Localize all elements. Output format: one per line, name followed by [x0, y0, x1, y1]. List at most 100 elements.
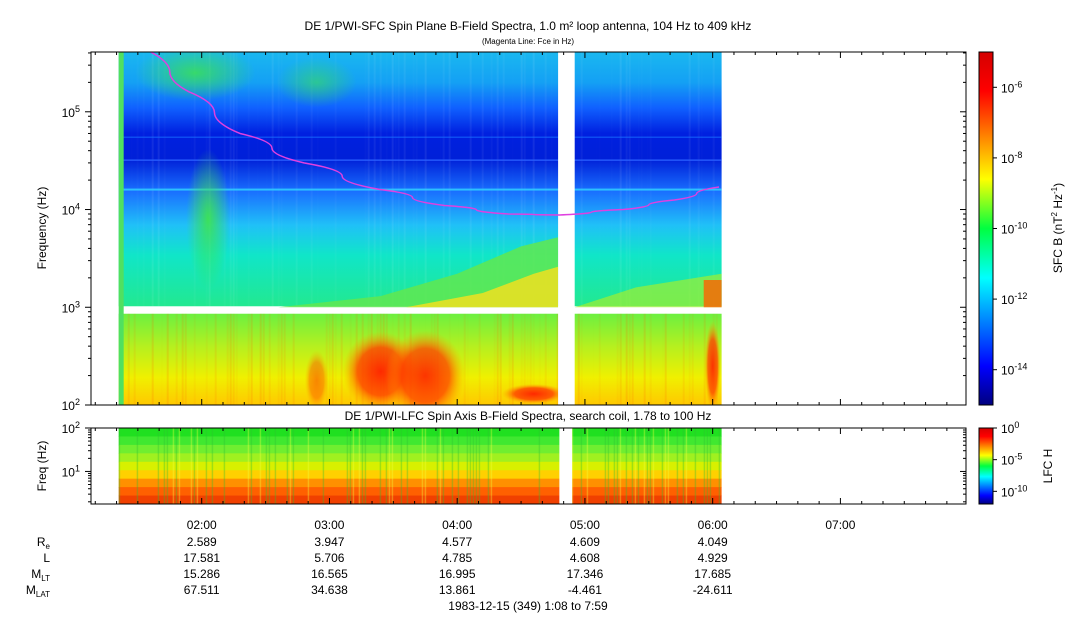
lfc-band	[118, 453, 722, 463]
lfc-texture-strip	[490, 428, 493, 504]
lfc-texture-strip	[676, 428, 679, 504]
sfc-texture-strip	[469, 52, 472, 307]
fce-magenta-line	[150, 52, 720, 216]
sfc-texture-strip	[143, 52, 145, 306]
lfc-texture-strip	[604, 428, 607, 504]
sfc-texture-strip	[493, 313, 496, 405]
lfc-texture-strip	[643, 428, 646, 504]
colorbar-tick-label: 10-12	[1001, 291, 1027, 307]
lfc-band	[118, 470, 722, 480]
lfc-texture-strip	[163, 428, 166, 504]
sfc-texture-strip	[628, 52, 631, 307]
sfc-texture-strip	[226, 313, 229, 405]
sfc-texture-strip	[379, 52, 382, 307]
time-tick-label: 04:00	[442, 518, 472, 532]
lfc-texture-strip	[385, 428, 388, 504]
sfc-texture-strip	[649, 313, 652, 405]
lfc-colorbar: 100 10-5 10-10 LFC H	[978, 420, 1055, 505]
sfc-texture-strip	[647, 52, 649, 306]
lfc-texture-strip	[193, 428, 196, 504]
lfc-band	[118, 495, 722, 504]
sfc-texture-strip	[395, 52, 397, 306]
sfc-title: DE 1/PWI-SFC Spin Plane B-Field Spectra,…	[305, 19, 752, 33]
time-tick-label: 05:00	[570, 518, 600, 532]
ephemeris-value: 5.706	[314, 551, 344, 565]
sfc-texture-strip	[125, 314, 127, 405]
sfc-texture-strip	[181, 313, 184, 405]
ephemeris-value: 15.286	[183, 567, 220, 581]
lfc-frame	[90, 427, 967, 505]
ephemeris-value: 13.861	[439, 583, 476, 597]
sfc-texture-strip	[247, 313, 250, 405]
sfc-texture-strip	[508, 313, 511, 405]
sfc-green-burst	[276, 57, 357, 108]
sfc-texture-strip	[229, 313, 232, 405]
sfc-y-axis: 102 103 104 105	[62, 52, 966, 413]
lfc-texture-strip	[274, 428, 277, 504]
sfc-texture-strip	[520, 313, 523, 405]
lfc-frequency-bands	[118, 428, 722, 504]
sfc-green-burst	[186, 148, 231, 289]
lfc-texture-strip	[136, 428, 139, 504]
lfc-ylabel: Freq (Hz)	[35, 441, 49, 492]
lfc-texture-strip	[157, 428, 160, 504]
sfc-texture-strip	[625, 52, 628, 307]
sfc-hot-spot	[703, 280, 722, 308]
lfc-band	[118, 487, 722, 497]
sfc-texture	[118, 52, 722, 405]
lfc-texture-strip	[223, 428, 226, 504]
time-tick-label: 03:00	[314, 518, 344, 532]
sfc-spectrogram	[118, 52, 722, 405]
ephemeris-value: 16.995	[439, 567, 476, 581]
lfc-texture-strip	[682, 428, 685, 504]
lfc-texture-strip	[259, 428, 262, 504]
ephemeris-value: 17.581	[183, 551, 220, 565]
sfc-texture-strip	[544, 313, 547, 405]
sfc-colorbar-gradient	[978, 51, 994, 406]
lfc-texture-strip	[352, 428, 355, 504]
sfc-texture-strip	[619, 313, 622, 405]
lfc-texture-strip	[349, 428, 352, 504]
sfc-texture-strip	[701, 52, 703, 306]
sfc-texture-strip	[271, 52, 274, 307]
sfc-interference-line	[118, 136, 722, 138]
sfc-texture-strip	[664, 313, 667, 405]
sfc-data-gap	[558, 52, 575, 405]
lfc-texture-strip	[487, 428, 490, 504]
ephemeris-row-label: MLT	[31, 567, 50, 583]
sfc-texture-strip	[373, 52, 376, 307]
ephemeris-row-label: Re	[37, 535, 51, 551]
sfc-rising-emission	[278, 237, 559, 308]
sfc-texture-strip	[496, 313, 499, 405]
sfc-texture-strip	[166, 313, 169, 405]
lfc-texture-strip	[247, 428, 250, 504]
sfc-texture-strip	[686, 314, 688, 405]
sfc-texture-strip	[235, 313, 238, 405]
sfc-texture-strip	[688, 313, 691, 405]
sfc-texture-strip	[581, 314, 583, 405]
sfc-texture-strip	[146, 52, 148, 306]
sfc-texture-strip	[386, 52, 388, 306]
sfc-edge-strip	[118, 52, 124, 405]
lfc-texture-strip	[469, 428, 472, 504]
sfc-texture-strip	[577, 313, 580, 405]
sfc-texture-strip	[632, 52, 634, 306]
lfc-band	[118, 478, 722, 488]
ephemeris-value: -4.461	[568, 583, 602, 597]
footer-date-range: 1983-12-15 (349) 1:08 to 7:59	[448, 599, 608, 613]
lfc-panel: 101 102 Freq (Hz)	[35, 420, 967, 505]
sfc-texture-strip	[184, 313, 187, 405]
sfc-hot-region	[304, 350, 329, 405]
lfc-texture-strip	[322, 428, 325, 504]
lfc-texture-strip	[607, 428, 610, 504]
sfc-texture-strip	[214, 313, 217, 405]
time-axis: 02:00 03:00 04:00 05:00 06:00 07:00	[94, 52, 948, 532]
sfc-texture-strip	[593, 314, 595, 405]
lfc-texture-strip	[421, 428, 424, 504]
lfc-texture-strip	[646, 428, 649, 504]
lfc-y-tick-label: 101	[62, 463, 80, 479]
sfc-texture-strip	[523, 313, 526, 405]
sfc-texture-strip	[391, 52, 394, 307]
sfc-texture-strip	[611, 52, 613, 306]
lfc-texture-strip	[625, 428, 628, 504]
